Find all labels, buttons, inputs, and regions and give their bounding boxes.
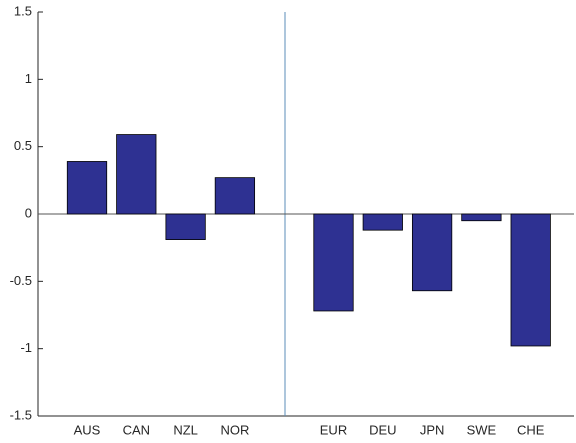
- y-tick-label: 0: [25, 205, 32, 220]
- bar: [362, 213, 403, 231]
- bar: [510, 213, 551, 347]
- bar: [66, 161, 108, 215]
- bar: [411, 213, 453, 292]
- x-tick-label: NZL: [173, 422, 198, 437]
- x-tick-label: EUR: [320, 422, 347, 437]
- x-tick-label: NOR: [220, 422, 249, 437]
- bar: [461, 213, 502, 222]
- y-tick-label: 1.5: [14, 3, 32, 18]
- x-tick-label: JPN: [420, 422, 445, 437]
- x-tick-label: CAN: [123, 422, 150, 437]
- x-tick-label: DEU: [369, 422, 396, 437]
- bar: [313, 213, 354, 312]
- x-tick-label: SWE: [467, 422, 497, 437]
- y-tick-label: -1: [20, 340, 32, 355]
- x-tick-label: AUS: [74, 422, 101, 437]
- bar: [165, 213, 206, 240]
- y-tick-label: -0.5: [10, 273, 32, 288]
- bar: [214, 177, 256, 215]
- x-tick-label: CHE: [517, 422, 545, 437]
- bar: [116, 134, 157, 215]
- y-tick-label: 0.5: [14, 138, 32, 153]
- y-tick-label: 1: [25, 71, 32, 86]
- y-tick-label: -1.5: [10, 407, 32, 422]
